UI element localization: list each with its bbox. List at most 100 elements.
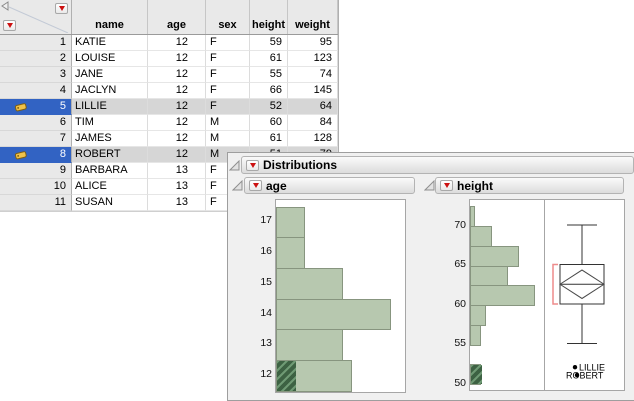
cell-name[interactable]: JANE (72, 67, 148, 83)
age-axis-tick: 15 (260, 275, 272, 288)
histogram-bar[interactable] (276, 237, 305, 269)
cell-age[interactable]: 13 (148, 179, 206, 195)
age-disclosure-icon[interactable] (232, 180, 243, 191)
histogram-bar[interactable] (470, 206, 476, 227)
red-triangle-icon (252, 183, 259, 188)
cell-name[interactable]: JACLYN (72, 83, 148, 99)
row-number-cell[interactable]: 1 (0, 35, 72, 51)
distributions-disclosure-icon[interactable] (229, 160, 240, 171)
age-panel-header[interactable]: age (244, 177, 415, 194)
column-header-height[interactable]: height (250, 0, 288, 34)
table-row: 1 KATIE 12 F 59 95 (0, 35, 338, 51)
distributions-header[interactable]: Distributions (241, 156, 634, 174)
cell-weight[interactable]: 145 (288, 83, 338, 99)
cell-height[interactable]: 61 (250, 131, 288, 147)
cell-age[interactable]: 12 (148, 99, 206, 115)
cell-age[interactable]: 13 (148, 163, 206, 179)
distributions-menu-button[interactable] (246, 159, 259, 171)
row-number-cell[interactable]: 11 (0, 195, 72, 211)
cell-name[interactable]: BARBARA (72, 163, 148, 179)
cell-sex[interactable]: F (206, 67, 250, 83)
cell-age[interactable]: 12 (148, 83, 206, 99)
histogram-bar[interactable] (276, 268, 343, 300)
cell-sex[interactable]: F (206, 51, 250, 67)
table-row: 2 LOUISE 12 F 61 123 (0, 51, 338, 67)
cell-weight[interactable]: 95 (288, 35, 338, 51)
cell-name[interactable]: JAMES (72, 131, 148, 147)
height-axis-tick: 70 (454, 218, 466, 231)
cell-name[interactable]: TIM (72, 115, 148, 131)
columns-menu-button[interactable] (55, 3, 68, 14)
table-corner[interactable] (0, 0, 72, 34)
height-axis-tick: 55 (454, 337, 466, 349)
histogram-bar[interactable] (276, 298, 391, 331)
cell-name[interactable]: KATIE (72, 35, 148, 51)
cell-name[interactable]: LILLIE (72, 99, 148, 115)
cell-height[interactable]: 52 (250, 99, 288, 115)
age-axis-tick: 13 (260, 337, 272, 350)
row-number-cell[interactable]: 3 (0, 67, 72, 83)
cell-age[interactable]: 12 (148, 131, 206, 147)
cell-name[interactable]: SUSAN (72, 195, 148, 211)
cell-name[interactable]: ROBERT (72, 147, 148, 163)
corner-divider (1, 1, 69, 33)
histogram-bar[interactable] (470, 226, 492, 247)
column-header-weight[interactable]: weight (288, 0, 338, 34)
histogram-bar[interactable] (276, 329, 343, 362)
rows-menu-button[interactable] (3, 20, 16, 31)
histogram-bar[interactable] (470, 305, 487, 326)
cell-age[interactable]: 12 (148, 147, 206, 163)
cell-age[interactable]: 12 (148, 67, 206, 83)
cell-age[interactable]: 13 (148, 195, 206, 211)
height-disclosure-icon[interactable] (424, 180, 435, 191)
red-triangle-icon (6, 23, 13, 28)
cell-height[interactable]: 61 (250, 51, 288, 67)
row-number-cell[interactable]: 9 (0, 163, 72, 179)
height-panel-header[interactable]: height (435, 177, 624, 194)
histogram-bar[interactable] (470, 285, 535, 306)
cell-weight[interactable]: 128 (288, 131, 338, 147)
cell-age[interactable]: 12 (148, 51, 206, 67)
cell-age[interactable]: 12 (148, 115, 206, 131)
histogram-bar[interactable] (276, 360, 353, 392)
cell-age[interactable]: 12 (148, 35, 206, 51)
age-axis-tick: 14 (260, 306, 272, 319)
cell-sex[interactable]: F (206, 35, 250, 51)
cell-height[interactable]: 59 (250, 35, 288, 51)
row-number-cell[interactable]: 10 (0, 179, 72, 195)
cell-weight[interactable]: 84 (288, 115, 338, 131)
cell-weight[interactable]: 123 (288, 51, 338, 67)
cell-height[interactable]: 60 (250, 115, 288, 131)
cell-name[interactable]: LOUISE (72, 51, 148, 67)
cell-height[interactable]: 55 (250, 67, 288, 83)
histogram-bar[interactable] (470, 265, 508, 287)
row-number-cell[interactable]: 8 (0, 147, 72, 163)
row-number-cell[interactable]: 6 (0, 115, 72, 131)
histogram-bar[interactable] (470, 364, 482, 385)
cell-weight[interactable]: 74 (288, 67, 338, 83)
histogram-bar[interactable] (470, 245, 519, 267)
cell-height[interactable]: 66 (250, 83, 288, 99)
column-header-sex[interactable]: sex (206, 0, 250, 34)
cell-sex[interactable]: F (206, 99, 250, 115)
row-number-cell[interactable]: 7 (0, 131, 72, 147)
row-number-cell[interactable]: 5 (0, 99, 72, 115)
cell-name[interactable]: ALICE (72, 179, 148, 195)
table-header: name age sex height weight (0, 0, 338, 35)
row-number-cell[interactable]: 4 (0, 83, 72, 99)
age-menu-button[interactable] (249, 180, 262, 191)
column-header-name[interactable]: name (72, 0, 148, 34)
histogram-bar[interactable] (276, 206, 305, 239)
histogram-bar[interactable] (470, 324, 481, 346)
age-axis-tick: 16 (260, 245, 272, 258)
column-header-age[interactable]: age (148, 0, 206, 34)
height-menu-button[interactable] (440, 180, 453, 191)
age-histogram-frame (275, 199, 406, 393)
cell-weight[interactable]: 64 (288, 99, 338, 115)
cell-sex[interactable]: F (206, 83, 250, 99)
cell-sex[interactable]: M (206, 131, 250, 147)
row-number-cell[interactable]: 2 (0, 51, 72, 67)
cell-sex[interactable]: M (206, 115, 250, 131)
